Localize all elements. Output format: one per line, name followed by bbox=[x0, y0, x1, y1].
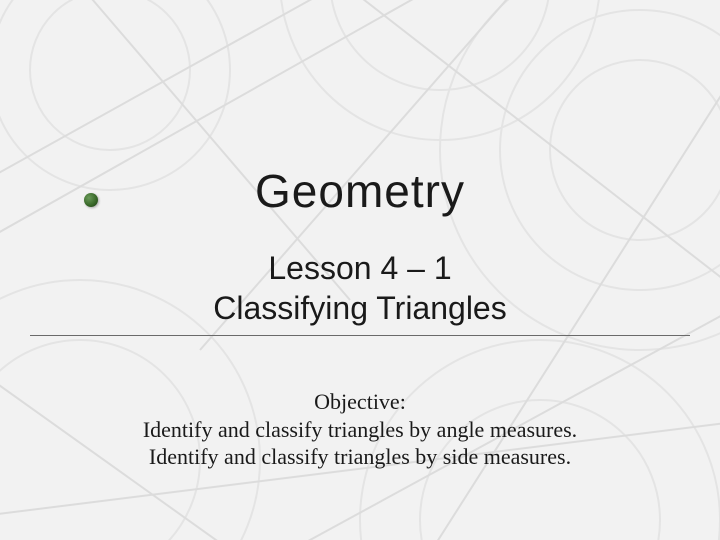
objective-block: Objective: Identify and classify triangl… bbox=[0, 388, 720, 471]
objective-heading: Objective: bbox=[0, 388, 720, 416]
objective-line-2: Identify and classify triangles by side … bbox=[0, 443, 720, 471]
subtitle-line-1: Lesson 4 – 1 bbox=[0, 248, 720, 288]
divider-rule bbox=[30, 335, 690, 336]
slide-title: Geometry bbox=[0, 164, 720, 218]
objective-line-1: Identify and classify triangles by angle… bbox=[0, 416, 720, 444]
slide-content: Geometry Lesson 4 – 1 Classifying Triang… bbox=[0, 0, 720, 540]
slide-subtitle: Lesson 4 – 1 Classifying Triangles bbox=[0, 248, 720, 328]
subtitle-line-2: Classifying Triangles bbox=[0, 288, 720, 328]
